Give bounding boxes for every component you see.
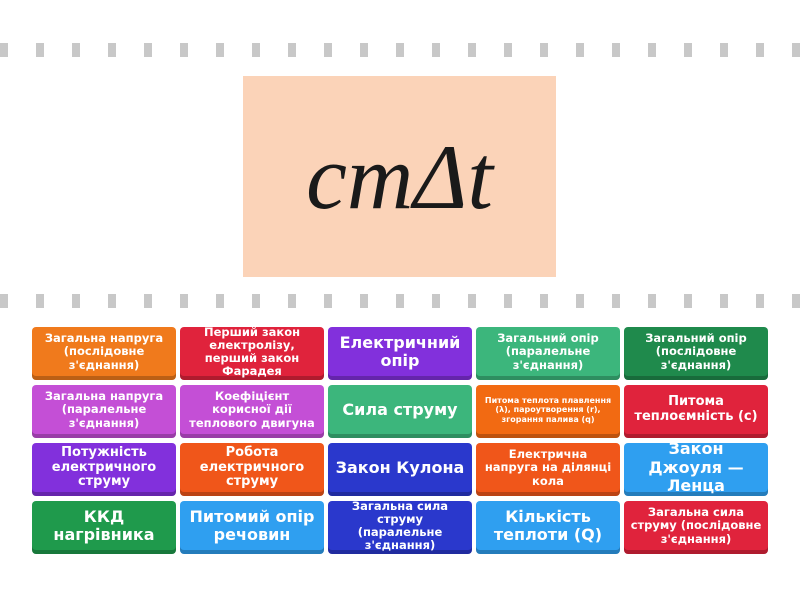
answer-tile[interactable]: Загальна сила струму (паралельне з'єднан…: [328, 499, 472, 554]
prompt-image: cmΔt: [243, 76, 556, 277]
answer-tile[interactable]: Сила струму: [328, 385, 472, 438]
answer-tile[interactable]: Загальний опір (паралельне з'єднання): [476, 327, 620, 380]
answer-tile[interactable]: Загальна напруга (паралельне з'єднання): [32, 385, 176, 438]
formula: cmΔt: [306, 125, 493, 228]
answer-tile[interactable]: Питома теплота плавлення (λ), пароутворе…: [476, 385, 620, 438]
answer-tile[interactable]: Загальна напруга (послідовне з'єднання): [32, 327, 176, 380]
answer-tile[interactable]: Кількість теплоти (Q): [476, 501, 620, 554]
answer-tile[interactable]: Загальний опір (послідовне з'єднання): [624, 327, 768, 380]
answer-tile[interactable]: Закон Джоуля — Ленца: [624, 440, 768, 496]
answer-tile[interactable]: Перший закон електролізу, перший закон Ф…: [180, 325, 324, 380]
answer-tile[interactable]: Загальна сила струму (послідовне з'єднан…: [624, 501, 768, 554]
divider: [0, 294, 800, 308]
answer-grid: Загальна напруга (послідовне з'єднання) П…: [32, 325, 768, 554]
answer-tile[interactable]: Закон Кулона: [328, 443, 472, 496]
divider: [0, 43, 800, 57]
answer-tile[interactable]: ККД нагрівника: [32, 501, 176, 554]
answer-tile[interactable]: Електрична напруга на ділянці кола: [476, 443, 620, 496]
answer-tile[interactable]: Робота електричного струму: [180, 443, 324, 496]
answer-tile[interactable]: Потужність електричного струму: [32, 443, 176, 496]
answer-tile[interactable]: Питома теплоємність (c): [624, 385, 768, 438]
answer-tile[interactable]: Коефіцієнт корисної дії теплового двигун…: [180, 385, 324, 438]
answer-tile[interactable]: Питомий опір речовин: [180, 501, 324, 554]
answer-tile[interactable]: Електричний опір: [328, 327, 472, 380]
